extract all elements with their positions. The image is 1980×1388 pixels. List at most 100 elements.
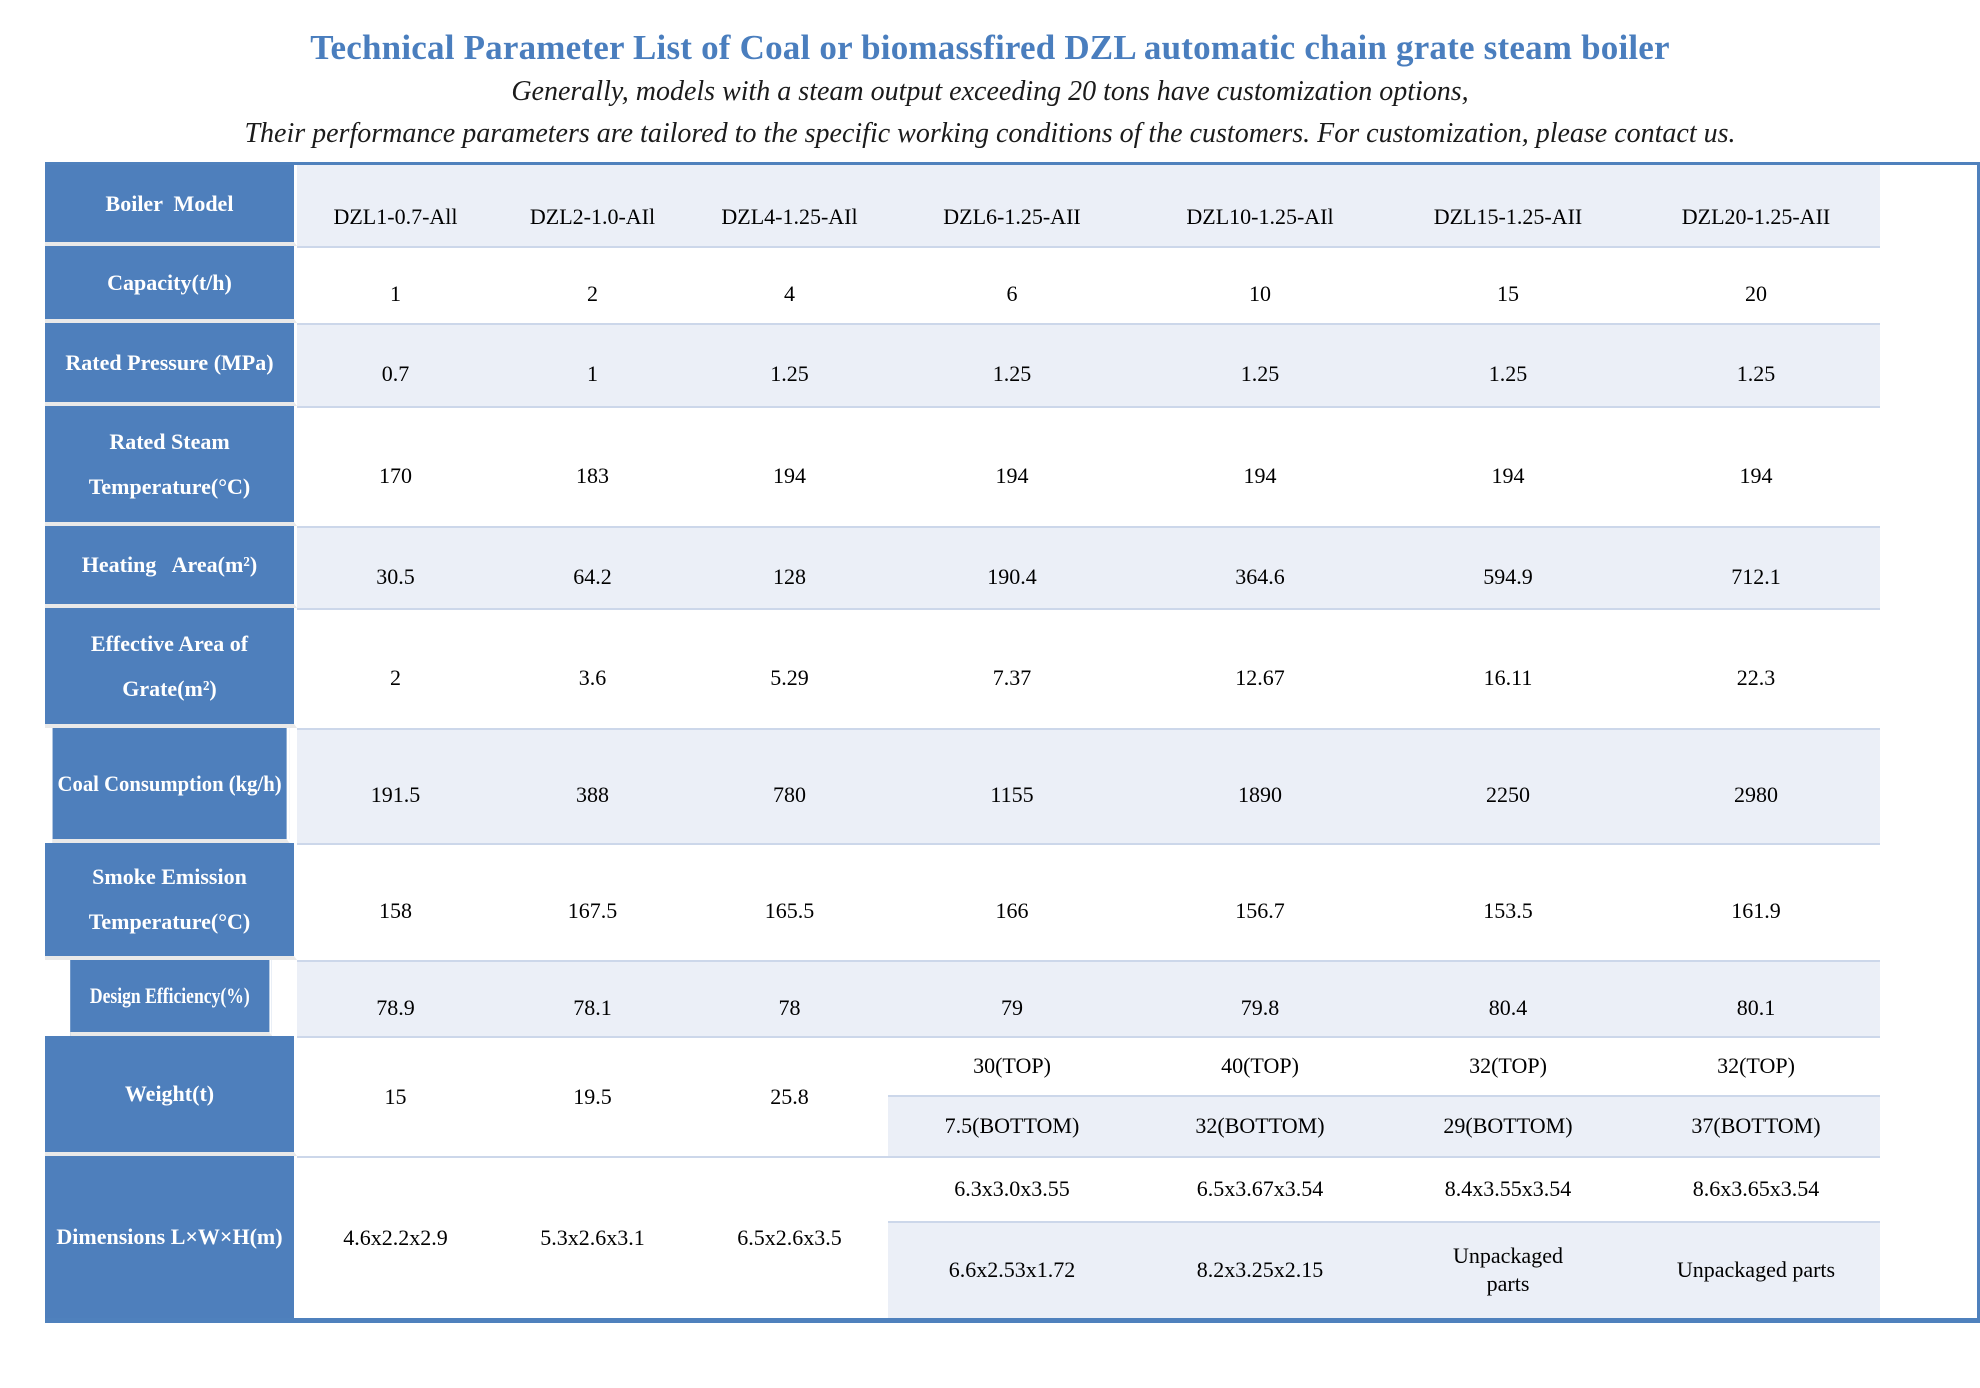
row-label-smoke-emission-temperature: Smoke Emission Temperature(°C)	[45, 842, 297, 960]
value-cell: 3.6	[494, 607, 691, 728]
value-cell: 594.9	[1384, 525, 1632, 608]
value-cell: 1890	[1136, 727, 1384, 843]
value-cell: 6.5x2.6x3.5	[691, 1155, 888, 1318]
value-cell: 20	[1632, 245, 1880, 323]
value-cell: 2	[297, 607, 494, 728]
value-cell: 79	[888, 959, 1136, 1036]
page-title: Technical Parameter List of Coal or biom…	[310, 28, 1670, 67]
value-cell: 2250	[1384, 727, 1632, 843]
row-label-heating-area: Heating Area(m²)	[45, 525, 297, 608]
value-cell: 128	[691, 525, 888, 608]
value-cell-dimensions-bottom: Unpackaged parts	[1632, 1220, 1880, 1318]
value-cell: 191.5	[297, 727, 494, 843]
value-cell: 158	[297, 842, 494, 960]
value-cell: 1	[297, 245, 494, 323]
value-cell: 5.3x2.6x3.1	[494, 1155, 691, 1318]
value-cell-dimensions-top: 6.5x3.67x3.54	[1136, 1155, 1384, 1221]
value-cell: 194	[1384, 405, 1632, 526]
value-cell: 80.1	[1632, 959, 1880, 1036]
value-cell-dimensions-bottom: 6.6x2.53x1.72	[888, 1220, 1136, 1318]
model-header-cell: DZL4-1.25-AIl	[691, 164, 888, 246]
subtitle-line-2: Their performance parameters are tailore…	[244, 117, 1736, 149]
value-cell: 4	[691, 245, 888, 323]
value-cell: 194	[691, 405, 888, 526]
value-cell: 0.7	[297, 322, 494, 406]
value-cell: 194	[888, 405, 1136, 526]
value-cell: 388	[494, 727, 691, 843]
value-cell: 183	[494, 405, 691, 526]
value-cell: 170	[297, 405, 494, 526]
value-cell: 79.8	[1136, 959, 1384, 1036]
model-header-cell: DZL20-1.25-AII	[1632, 164, 1880, 246]
value-cell: 780	[691, 727, 888, 843]
value-cell-weight-top: 32(TOP)	[1632, 1035, 1880, 1095]
value-cell-weight-bottom: 29(BOTTOM)	[1384, 1094, 1632, 1156]
model-header-cell: DZL1-0.7-All	[297, 164, 494, 246]
value-cell: 712.1	[1632, 525, 1880, 608]
row-label-design-efficiency: Design Efficiency(%)	[70, 959, 272, 1036]
row-label-rated-pressure: Rated Pressure (MPa)	[45, 322, 297, 406]
row-label-capacity: Capacity(t/h)	[45, 245, 297, 323]
value-cell: 156.7	[1136, 842, 1384, 960]
value-cell: 1.25	[1136, 322, 1384, 406]
value-cell: 78.1	[494, 959, 691, 1036]
value-cell: 1.25	[888, 322, 1136, 406]
value-cell-weight-top: 32(TOP)	[1384, 1035, 1632, 1095]
row-label-boiler-model: Boiler Model	[45, 164, 297, 246]
subtitle-line-1: Generally, models with a steam output ex…	[511, 76, 1469, 107]
technical-parameters-table: Boiler Model DZL1-0.7-All DZL2-1.0-AIl D…	[45, 161, 1980, 1323]
value-cell: 153.5	[1384, 842, 1632, 960]
value-cell: 194	[1632, 405, 1880, 526]
value-cell: 2980	[1632, 727, 1880, 843]
value-cell: 1155	[888, 727, 1136, 843]
value-cell: 22.3	[1632, 607, 1880, 728]
value-cell: 30.5	[297, 525, 494, 608]
value-cell: 15	[1384, 245, 1632, 323]
value-cell: 4.6x2.2x2.9	[297, 1155, 494, 1318]
model-header-cell: DZL15-1.25-AII	[1384, 164, 1632, 246]
value-cell-weight-top: 30(TOP)	[888, 1035, 1136, 1095]
value-cell-dimensions-top: 6.3x3.0x3.55	[888, 1155, 1136, 1221]
value-cell: 78	[691, 959, 888, 1036]
row-label-rated-steam-temperature: Rated Steam Temperature(°C)	[45, 405, 297, 526]
model-header-cell: DZL10-1.25-AIl	[1136, 164, 1384, 246]
value-cell: 5.29	[691, 607, 888, 728]
value-cell: 10	[1136, 245, 1384, 323]
value-cell: 161.9	[1632, 842, 1880, 960]
value-cell-weight-bottom: 37(BOTTOM)	[1632, 1094, 1880, 1156]
value-cell: 1.25	[691, 322, 888, 406]
value-cell-weight-bottom: 7.5(BOTTOM)	[888, 1094, 1136, 1156]
value-cell: 2	[494, 245, 691, 323]
value-cell: 19.5	[494, 1035, 691, 1156]
value-cell: 6	[888, 245, 1136, 323]
model-header-cell: DZL2-1.0-AIl	[494, 164, 691, 246]
row-label-dimensions: Dimensions L×W×H(m)	[45, 1155, 297, 1318]
value-cell: 165.5	[691, 842, 888, 960]
row-label-weight: Weight(t)	[45, 1035, 297, 1156]
value-cell: 1	[494, 322, 691, 406]
value-cell-dimensions-top: 8.6x3.65x3.54	[1632, 1155, 1880, 1221]
value-cell-weight-top: 40(TOP)	[1136, 1035, 1384, 1095]
value-cell: 7.37	[888, 607, 1136, 728]
value-cell: 25.8	[691, 1035, 888, 1156]
value-cell: 78.9	[297, 959, 494, 1036]
value-cell-dimensions-top: 8.4x3.55x3.54	[1384, 1155, 1632, 1221]
value-cell: 64.2	[494, 525, 691, 608]
value-cell: 167.5	[494, 842, 691, 960]
model-header-cell: DZL6-1.25-AII	[888, 164, 1136, 246]
value-cell: 364.6	[1136, 525, 1384, 608]
value-cell-dimensions-bottom: 8.2x3.25x2.15	[1136, 1220, 1384, 1318]
value-cell: 194	[1136, 405, 1384, 526]
value-cell: 16.11	[1384, 607, 1632, 728]
value-cell: 166	[888, 842, 1136, 960]
value-cell: 12.67	[1136, 607, 1384, 728]
value-cell: 1.25	[1632, 322, 1880, 406]
row-label-coal-consumption: Coal Consumption (kg/h)	[52, 727, 290, 843]
value-cell-weight-bottom: 32(BOTTOM)	[1136, 1094, 1384, 1156]
value-cell: 15	[297, 1035, 494, 1156]
value-cell: 190.4	[888, 525, 1136, 608]
value-cell: 1.25	[1384, 322, 1632, 406]
value-cell: 80.4	[1384, 959, 1632, 1036]
row-label-effective-grate-area: Effective Area of Grate(m²)	[45, 607, 297, 728]
